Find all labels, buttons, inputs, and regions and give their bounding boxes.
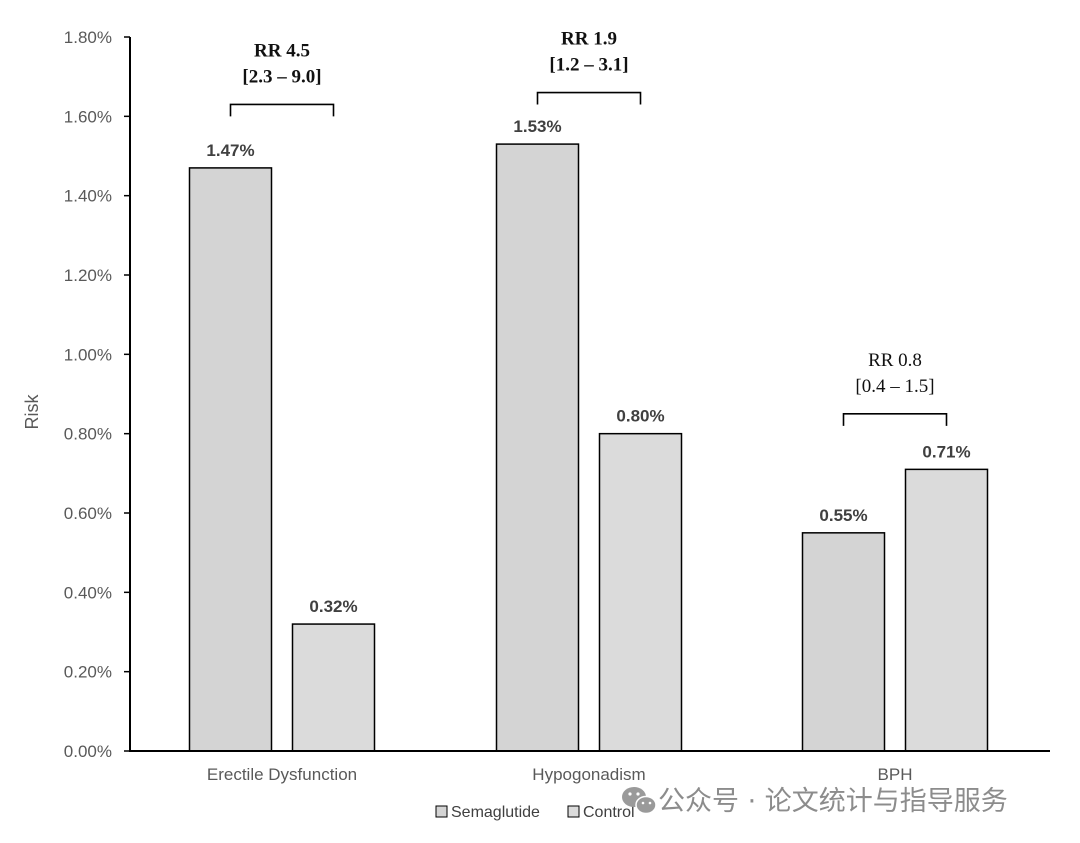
- legend: Semaglutide Control: [435, 804, 635, 821]
- x-category-label: Hypogonadism: [532, 765, 645, 784]
- wechat-eye: [628, 792, 632, 796]
- wechat-eye: [648, 801, 652, 805]
- y-tick-label: 1.80%: [64, 28, 112, 47]
- legend-swatch-control: [567, 805, 580, 818]
- rr-bracket: [842, 413, 948, 426]
- axes: [129, 37, 1050, 752]
- y-tick-label: 1.20%: [64, 266, 112, 285]
- y-tick-label: 0.40%: [64, 583, 112, 602]
- rr-annotations: RR 4.5 [2.3 – 9.0] RR 1.9 [1.2 – 3.1] RR 0.8…: [229, 29, 948, 426]
- y-tick-label: 0.20%: [64, 663, 112, 682]
- data-labels: 1.47% 0.32% 1.53% 0.80% 0.55% 0.71%: [206, 117, 970, 616]
- wechat-eye: [636, 792, 640, 796]
- x-category-label: Erectile Dysfunction: [207, 765, 357, 784]
- watermark-text: 公众号 · 论文统计与指导服务: [658, 786, 1008, 817]
- bar-control: [598, 432, 683, 752]
- bar-semaglutide: [188, 167, 273, 752]
- y-axis-title: Risk: [22, 394, 42, 430]
- y-axis-ticks: 0.00% 0.20% 0.40% 0.60% 0.80% 1.00% 1.20% 1.40%…: [64, 28, 130, 761]
- y-tick-label: 1.00%: [64, 345, 112, 364]
- y-tick-label: 0.00%: [64, 742, 112, 761]
- rr-ratio-label: RR 4.5: [254, 40, 310, 61]
- x-category-label: BPH: [878, 765, 913, 784]
- wechat-eye: [641, 801, 645, 805]
- data-label: 0.80%: [616, 407, 664, 426]
- rr-ratio-label: RR 1.9: [561, 29, 617, 50]
- data-label: 0.32%: [309, 597, 357, 616]
- rr-bracket: [229, 103, 335, 117]
- y-tick-label: 1.60%: [64, 107, 112, 126]
- rr-ci-label: [2.3 – 9.0]: [242, 66, 321, 87]
- data-label: 1.53%: [513, 117, 561, 136]
- watermark: 公众号 · 论文统计与指导服务: [622, 786, 1008, 817]
- y-tick-label: 1.40%: [64, 187, 112, 206]
- rr-ratio-label: RR 0.8: [868, 350, 922, 371]
- bar-control: [291, 623, 376, 752]
- rr-ci-label: [1.2 – 3.1]: [549, 55, 628, 76]
- x-axis-category-labels: Erectile Dysfunction Hypogonadism BPH: [207, 765, 913, 784]
- data-label: 1.47%: [206, 141, 254, 160]
- bars: [188, 143, 989, 752]
- rr-ci-label: [0.4 – 1.5]: [855, 376, 934, 397]
- wechat-icon: [622, 787, 657, 815]
- bar-semaglutide: [801, 532, 886, 752]
- wechat-bubble-small: [635, 795, 657, 815]
- legend-label-semaglutide: Semaglutide: [451, 804, 540, 821]
- bar-semaglutide: [495, 143, 580, 752]
- data-label: 0.71%: [922, 442, 970, 461]
- y-tick-label: 0.80%: [64, 425, 112, 444]
- legend-label-control: Control: [583, 804, 635, 821]
- legend-swatch-semaglutide: [435, 805, 448, 818]
- rr-bracket: [536, 91, 642, 105]
- y-tick-label: 0.60%: [64, 504, 112, 523]
- data-label: 0.55%: [819, 506, 867, 525]
- bar-control: [904, 468, 989, 752]
